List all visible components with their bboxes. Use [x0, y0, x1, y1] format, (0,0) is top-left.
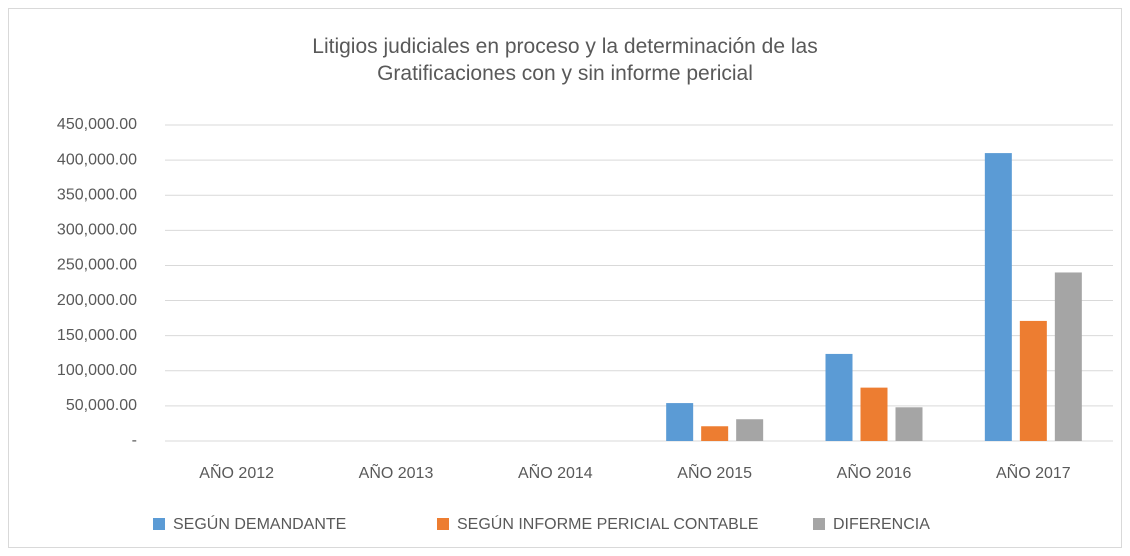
- chart-border: [8, 8, 1122, 548]
- x-tick-label: AÑO 2012: [199, 462, 274, 482]
- x-tick-label: AÑO 2017: [996, 462, 1071, 482]
- legend-swatch: [437, 518, 449, 530]
- y-tick-label: 50,000.00: [66, 397, 137, 414]
- legend-swatch: [153, 518, 165, 530]
- y-tick-label: 250,000.00: [57, 257, 137, 274]
- bar: [895, 407, 923, 441]
- legend-label: SEGÚN DEMANDANTE: [173, 514, 346, 533]
- chart-title: Litigios judiciales en proceso y la dete…: [312, 35, 818, 85]
- legend-swatch: [813, 518, 825, 530]
- y-tick-label: 350,000.00: [57, 186, 137, 203]
- y-tick-label: 200,000.00: [57, 292, 137, 309]
- bar: [860, 387, 888, 441]
- y-tick-label: 450,000.00: [57, 116, 137, 133]
- y-tick-label: 150,000.00: [57, 327, 137, 344]
- x-tick-label: AÑO 2013: [359, 462, 434, 482]
- x-tick-label: AÑO 2015: [677, 462, 752, 482]
- y-tick-label: 100,000.00: [57, 362, 137, 379]
- bar: [1019, 320, 1047, 441]
- y-tick-label: 400,000.00: [57, 151, 137, 168]
- bar: [1054, 272, 1082, 441]
- bar: [666, 403, 694, 441]
- legend-label: SEGÚN INFORME PERICIAL CONTABLE: [457, 514, 758, 533]
- x-tick-label: AÑO 2014: [518, 462, 593, 482]
- bar: [825, 353, 853, 441]
- legend-label: DIFERENCIA: [833, 516, 930, 533]
- bar: [984, 153, 1012, 442]
- y-tick-label: 300,000.00: [57, 222, 137, 239]
- x-tick-label: AÑO 2016: [837, 462, 912, 482]
- bar: [701, 426, 729, 441]
- bar: [736, 419, 764, 441]
- y-tick-label: -: [132, 432, 137, 449]
